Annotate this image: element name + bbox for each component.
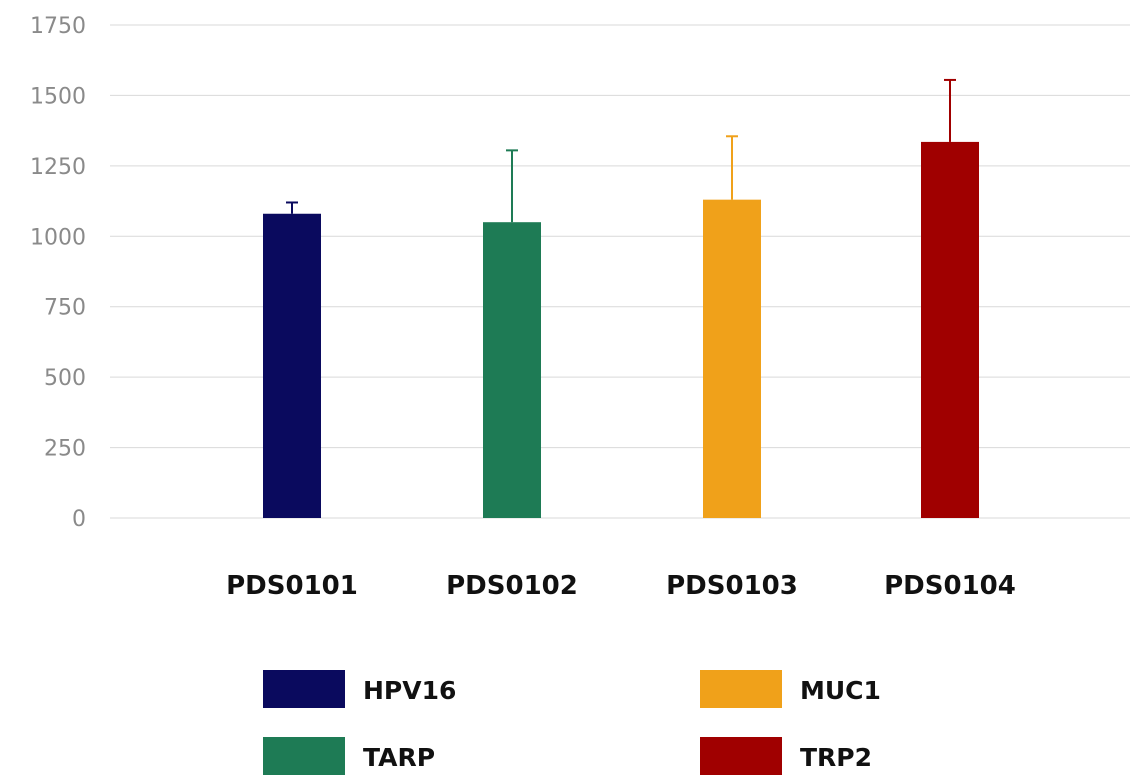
y-axis: 0 250 500 750 1000 1250 1500 1750 bbox=[30, 14, 86, 532]
legend: HPV16 TARP MUC1 TRP2 bbox=[263, 670, 881, 775]
legend-label: TRP2 bbox=[800, 743, 872, 772]
legend-label: HPV16 bbox=[363, 676, 456, 705]
y-tick-label: 1750 bbox=[30, 14, 86, 39]
legend-swatch bbox=[263, 670, 345, 708]
x-axis: PDS0101 PDS0102 PDS0103 PDS0104 bbox=[226, 571, 1016, 601]
legend-item-tarp: TARP bbox=[263, 737, 435, 775]
legend-swatch bbox=[263, 737, 345, 775]
legend-item-trp2: TRP2 bbox=[700, 737, 872, 775]
y-tick-label: 1250 bbox=[30, 155, 86, 180]
bar-pds0104 bbox=[921, 141, 979, 518]
y-tick-label: 750 bbox=[44, 296, 86, 321]
legend-label: TARP bbox=[363, 743, 435, 772]
x-tick-label: PDS0103 bbox=[666, 571, 798, 601]
legend-item-muc1: MUC1 bbox=[700, 670, 881, 708]
legend-label: MUC1 bbox=[800, 676, 881, 705]
error-bars bbox=[286, 78, 956, 223]
y-tick-label: 1000 bbox=[30, 225, 86, 250]
bar-pds0102 bbox=[483, 222, 541, 518]
y-tick-label: 250 bbox=[44, 437, 86, 462]
x-tick-label: PDS0104 bbox=[884, 571, 1016, 601]
y-tick-label: 1500 bbox=[30, 84, 86, 109]
legend-swatch bbox=[700, 670, 782, 708]
y-tick-label: 0 bbox=[72, 507, 86, 532]
x-tick-label: PDS0101 bbox=[226, 571, 358, 601]
x-tick-label: PDS0102 bbox=[446, 571, 578, 601]
y-tick-label: 500 bbox=[44, 366, 86, 391]
bar-pds0101 bbox=[263, 213, 321, 518]
legend-swatch bbox=[700, 737, 782, 775]
bars bbox=[263, 141, 979, 519]
legend-item-hpv16: HPV16 bbox=[263, 670, 456, 708]
bar-pds0103 bbox=[703, 199, 761, 519]
